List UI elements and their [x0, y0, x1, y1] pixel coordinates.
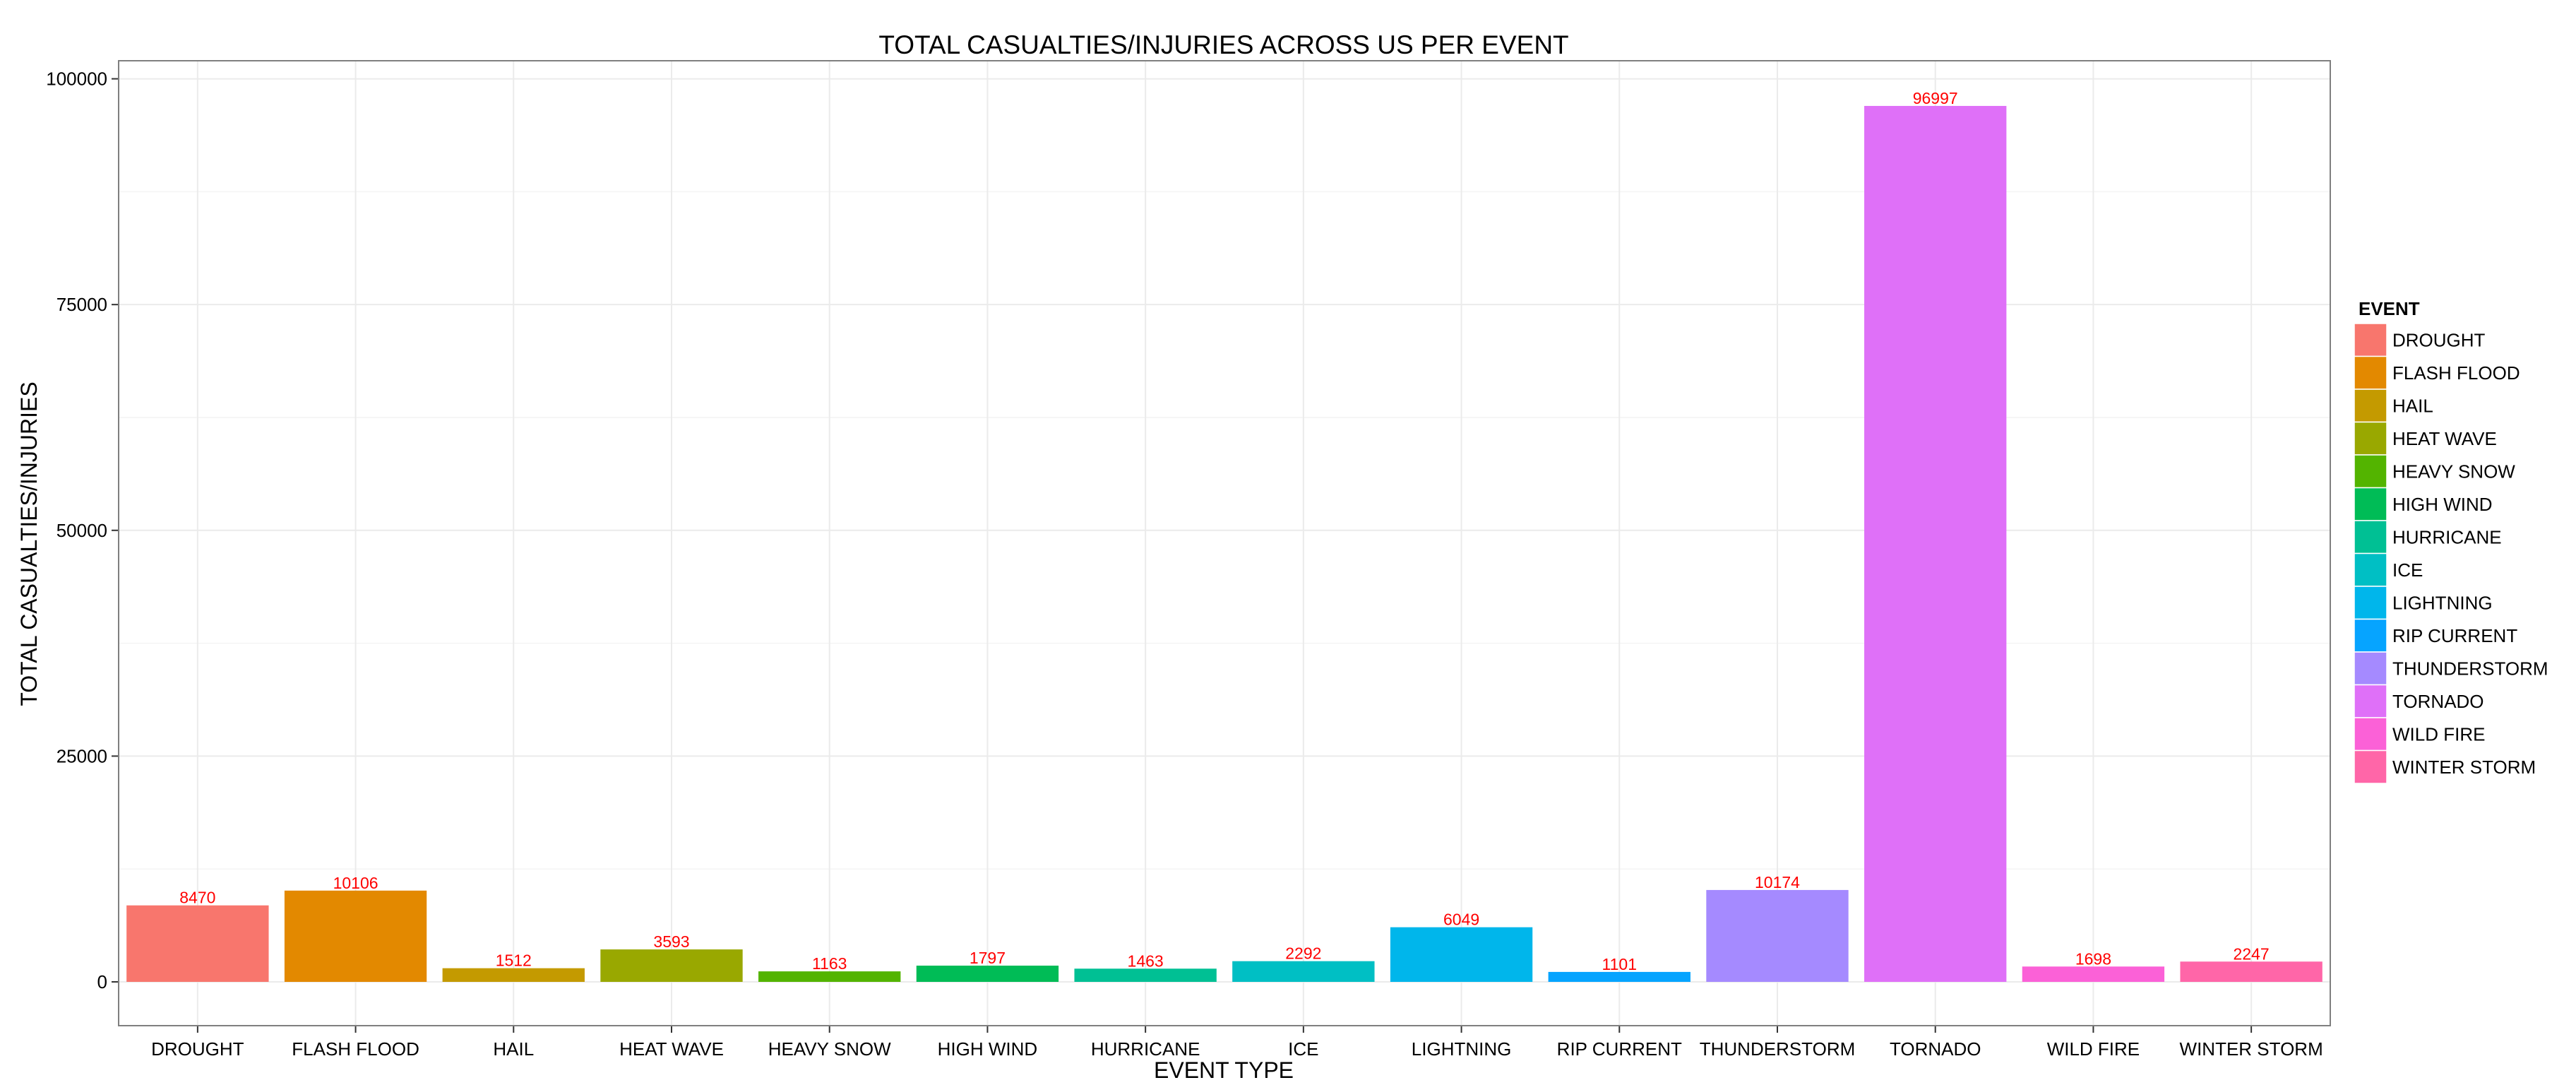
legend-key: [2354, 651, 2387, 686]
bar-winter-storm: [2180, 961, 2322, 982]
legend: EVENT DROUGHT FLASH FLOOD HAIL HEAT WAVE HEA…: [2354, 298, 2548, 784]
bar-value-label: 10106: [333, 874, 378, 892]
y-tick-label: 100000: [46, 69, 107, 90]
bar-value-label: 10174: [1755, 873, 1800, 891]
legend-label: HEAT WAVE: [2392, 428, 2497, 449]
legend-label: TORNADO: [2392, 691, 2484, 712]
legend-key: [2354, 684, 2387, 718]
legend-label: THUNDERSTORM: [2392, 658, 2548, 679]
bar-heavy-snow: [758, 971, 901, 982]
x-tick-label: TORNADO: [1890, 1038, 1981, 1060]
x-tick-label: HEAT WAVE: [619, 1038, 724, 1060]
bar-lightning: [1390, 927, 1533, 982]
legend-key: [2354, 421, 2387, 456]
legend-key: [2354, 487, 2387, 521]
x-tick-label: RIP CURRENT: [1557, 1038, 1682, 1060]
legend-key: [2354, 389, 2387, 423]
legend-label: RIP CURRENT: [2392, 625, 2517, 646]
legend-key: [2354, 520, 2387, 555]
y-axis-title: TOTAL CASUALTIES/INJURIES: [16, 381, 42, 706]
chart-title: TOTAL CASUALTIES/INJURIES ACROSS US PER …: [878, 30, 1568, 59]
plot-border: [118, 60, 2331, 1026]
bar-value-label: 8470: [179, 889, 215, 907]
x-tick-label: HURRICANE: [1091, 1038, 1200, 1060]
legend-key: [2354, 355, 2387, 390]
bar-heat-wave: [600, 949, 743, 982]
x-tick-label: LIGHTNING: [1412, 1038, 1512, 1060]
x-tick-label: HEAVY SNOW: [768, 1038, 891, 1060]
bar-drought: [126, 905, 269, 982]
x-tick-label: THUNDERSTORM: [1700, 1038, 1856, 1060]
legend-label: FLASH FLOOD: [2392, 362, 2520, 384]
bar-tornado: [1864, 105, 2007, 982]
bar-hail: [442, 968, 585, 982]
legend-label: HIGH WIND: [2392, 494, 2493, 515]
legend-label: LIGHTNING: [2392, 592, 2493, 613]
legend-label: HURRICANE: [2392, 526, 2502, 547]
bar-value-label: 1163: [812, 954, 847, 973]
legend-label: ICE: [2392, 559, 2423, 581]
bar-thunderstorm: [1706, 889, 1849, 982]
bar-value-label: 6049: [1443, 911, 1479, 929]
bar-flash-flood: [284, 890, 427, 982]
bar-value-label: 3593: [653, 932, 689, 951]
legend-title: EVENT: [2359, 298, 2420, 319]
bar-value-label: 1512: [496, 951, 532, 970]
bar-value-label: 96997: [1913, 89, 1958, 107]
legend-key: [2354, 454, 2387, 489]
x-tick-label: FLASH FLOOD: [292, 1038, 419, 1060]
bar-high-wind: [916, 966, 1059, 982]
legend-key: [2354, 749, 2387, 784]
bar-hurricane: [1074, 968, 1217, 982]
bar-value-label: 2292: [1285, 944, 1321, 963]
legend-label: WILD FIRE: [2392, 723, 2485, 745]
legend-label: WINTER STORM: [2392, 757, 2536, 778]
bar-value-label: 1463: [1128, 951, 1164, 970]
bar-wild-fire: [2022, 966, 2165, 982]
legend-label: HEAVY SNOW: [2392, 461, 2515, 482]
bar-ice: [1232, 961, 1375, 982]
legend-label: DROUGHT: [2392, 329, 2486, 350]
x-tick-label: ICE: [1288, 1038, 1318, 1060]
bar-value-label: 1101: [1602, 955, 1637, 973]
y-tick-label: 25000: [56, 745, 107, 766]
legend-key: [2354, 323, 2387, 357]
legend-key: [2354, 618, 2387, 653]
y-tick-label: 75000: [56, 294, 107, 315]
y-tick-label: 50000: [56, 520, 107, 541]
x-tick-label: WINTER STORM: [2180, 1038, 2323, 1060]
legend-label: HAIL: [2392, 395, 2433, 416]
x-tick-label: HIGH WIND: [938, 1038, 1038, 1060]
legend-key: [2354, 586, 2387, 620]
y-tick-label: 0: [97, 971, 107, 992]
bar-value-label: 2247: [2234, 944, 2270, 963]
x-tick-label: DROUGHT: [151, 1038, 244, 1060]
x-tick-label: HAIL: [493, 1038, 534, 1060]
x-axis-title: EVENT TYPE: [1154, 1057, 1294, 1083]
bar-value-label: 1698: [2075, 949, 2111, 968]
bar-rip-current: [1548, 971, 1690, 982]
legend-key: [2354, 552, 2387, 587]
legend-key: [2354, 717, 2387, 752]
x-tick-label: WILD FIRE: [2047, 1038, 2140, 1060]
bar-value-label: 1797: [970, 949, 1006, 967]
plot-area: 0 25000 50000 75000 100000 8470 10106 1512 3593 1…: [46, 60, 2331, 1060]
